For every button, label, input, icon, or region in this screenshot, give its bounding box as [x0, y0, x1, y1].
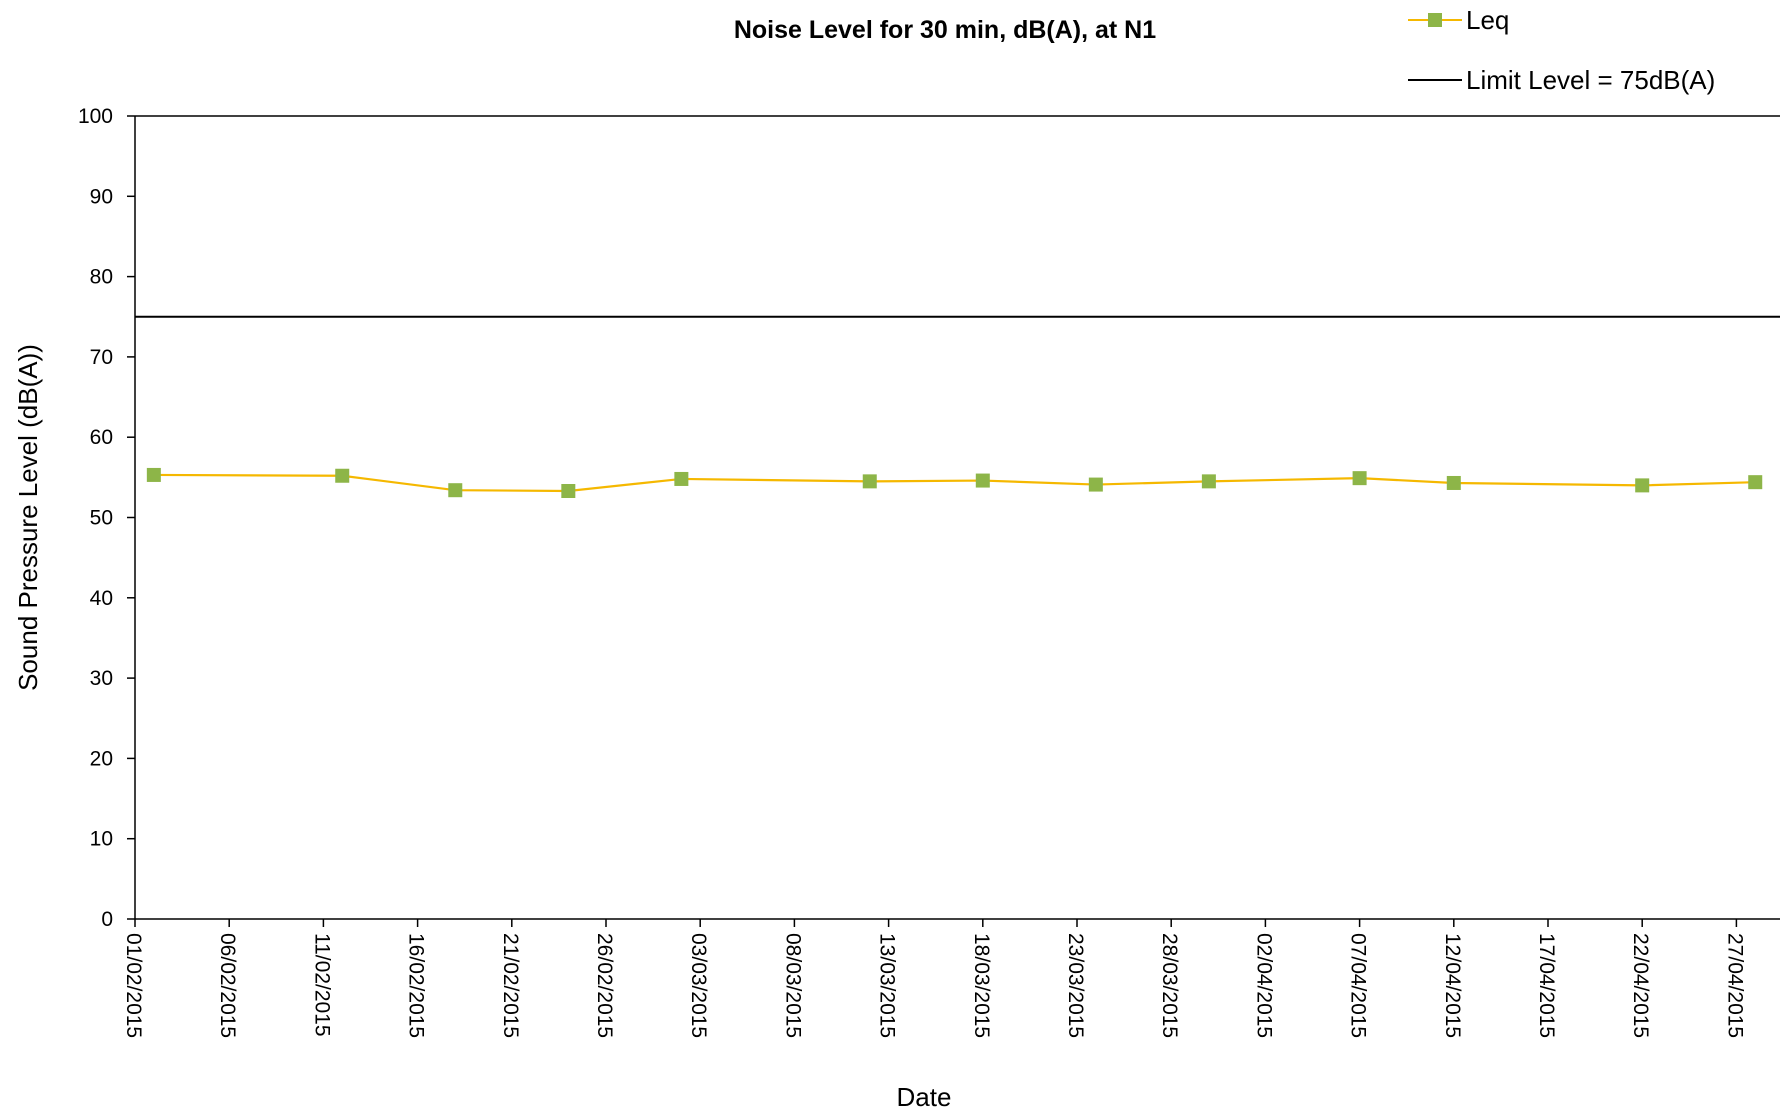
y-tick-label: 0 [101, 908, 113, 931]
data-point [1446, 475, 1461, 490]
x-tick-label: 08/03/2015 [781, 933, 804, 1038]
data-point [674, 471, 689, 486]
x-tick-label: 27/04/2015 [1723, 933, 1746, 1038]
plot-area [135, 116, 1780, 919]
y-tick-label: 20 [90, 747, 113, 770]
x-tick-label: 07/04/2015 [1347, 933, 1370, 1038]
legend-label: Limit Level = 75dB(A) [1466, 65, 1715, 95]
data-point [146, 467, 161, 482]
data-point [1748, 475, 1763, 490]
x-tick-label: 03/03/2015 [687, 933, 710, 1038]
x-tick-label: 22/04/2015 [1629, 933, 1652, 1038]
y-tick-label: 10 [90, 828, 113, 851]
x-tick-label: 28/03/2015 [1158, 933, 1181, 1038]
data-point [862, 474, 877, 489]
y-tick-label: 60 [90, 426, 113, 449]
x-tick-label: 21/02/2015 [499, 933, 522, 1038]
y-tick-label: 40 [90, 587, 113, 610]
x-tick-label: 23/03/2015 [1064, 933, 1087, 1038]
x-tick-label: 16/02/2015 [405, 933, 428, 1038]
x-tick-label: 17/04/2015 [1535, 933, 1558, 1038]
y-tick-label: 80 [90, 266, 113, 289]
data-point [1201, 474, 1216, 489]
x-tick-label: 02/04/2015 [1252, 933, 1275, 1038]
y-tick-label: 70 [90, 346, 113, 369]
legend-swatch-marker [1428, 13, 1442, 27]
x-tick-label: 01/02/2015 [122, 933, 145, 1038]
y-tick-label: 90 [90, 185, 113, 208]
x-tick-label: 12/04/2015 [1441, 933, 1464, 1038]
y-tick-label: 30 [90, 667, 113, 690]
x-tick-label: 13/03/2015 [876, 933, 899, 1038]
x-tick-label: 18/03/2015 [970, 933, 993, 1038]
legend: Leq Limit Level = 75dB(A) [1408, 5, 1715, 95]
y-tick-label: 50 [90, 507, 113, 530]
data-point [561, 484, 576, 499]
data-point [448, 483, 463, 498]
x-tick-label: 11/02/2015 [310, 933, 333, 1037]
x-tick-label: 26/02/2015 [593, 933, 616, 1038]
axes-layer: 0 10 20 30 40 50 60 70 80 90 100 01/02/2015 06/02/20… [78, 105, 1780, 1038]
data-point [335, 468, 350, 483]
x-tick-label: 06/02/2015 [216, 933, 239, 1038]
series-layer [146, 467, 1763, 499]
chart-title: Noise Level for 30 min, dB(A), at N1 [734, 16, 1156, 44]
y-tick-label: 100 [78, 105, 113, 128]
legend-label: Leq [1466, 5, 1509, 35]
x-axis-title: Date [897, 1082, 952, 1112]
data-point [1088, 477, 1103, 492]
data-point [1635, 478, 1650, 493]
data-point [975, 473, 990, 488]
data-point [1352, 471, 1367, 486]
y-axis-title: Sound Pressure Level (dB(A)) [13, 344, 43, 691]
